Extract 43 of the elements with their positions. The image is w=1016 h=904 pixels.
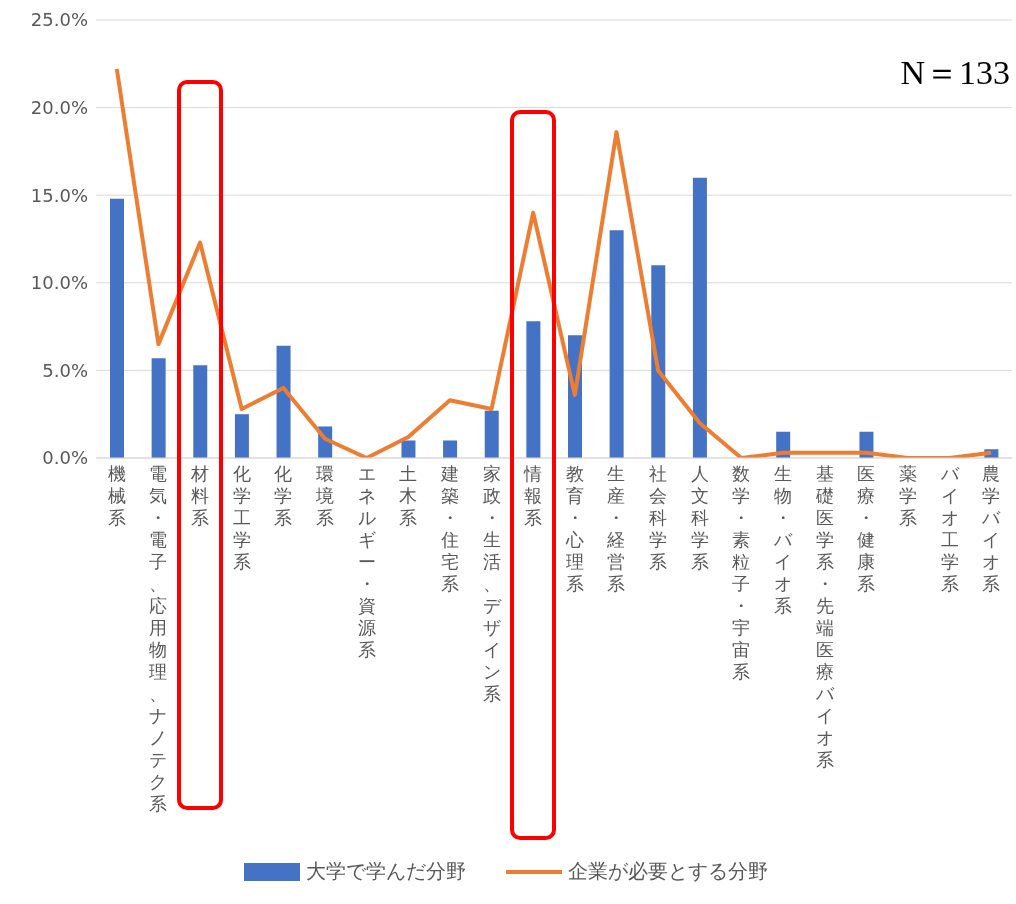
- legend-label: 大学で学んだ分野: [306, 858, 466, 885]
- y-tick-label: 0.0%: [42, 447, 88, 469]
- x-tick-label: バイオ工学系: [939, 463, 960, 594]
- x-tick-label: 情報系: [523, 463, 543, 528]
- x-tick-label: 機械系: [107, 463, 126, 528]
- y-tick-label: 25.0%: [30, 9, 88, 31]
- x-tick-label: 社会科学系: [649, 463, 668, 572]
- y-tick-label: 10.0%: [30, 272, 88, 294]
- x-tick-label: 人文科学系: [690, 463, 709, 572]
- x-tick-label: 生物・バイオ系: [773, 463, 793, 616]
- bar: [401, 440, 416, 458]
- category-label: 数学・素粒子・宇宙系: [732, 463, 751, 682]
- x-tick-label: 土木系: [399, 463, 418, 528]
- bar: [651, 265, 666, 458]
- bar: [193, 365, 208, 458]
- y-tick-label: 5.0%: [42, 359, 88, 381]
- bar: [276, 345, 291, 458]
- x-tick-label: 化学系: [274, 463, 293, 528]
- category-label: 電気・電子、応用物理、ナノテク系: [149, 463, 168, 814]
- y-tick-label: 20.0%: [30, 96, 88, 118]
- x-tick-label: 材料系: [190, 463, 210, 528]
- x-tick-label: 環境系: [315, 463, 334, 528]
- bar: [151, 358, 166, 458]
- x-tick-label: 教育・心理系: [564, 463, 584, 594]
- x-tick-label: 建築・住宅系: [439, 463, 459, 594]
- category-label: 基礎医学系・先端医療バイオ系: [815, 463, 834, 770]
- bar: [443, 440, 458, 458]
- annotation: N＝133: [900, 53, 1010, 93]
- legend-label: 企業が必要とする分野: [568, 858, 768, 885]
- bar: [609, 230, 624, 458]
- category-label: エネルギー・資源系: [357, 463, 376, 660]
- x-tick-label: 農学バイオ系: [981, 463, 1002, 594]
- x-tick-label: 化学工学系: [232, 463, 251, 572]
- x-tick-label: 生産・経営系: [606, 463, 626, 594]
- x-tick-label: 薬学系: [898, 463, 917, 528]
- bar: [484, 410, 499, 458]
- category-label: 家政・生活、デザイン系: [482, 463, 501, 704]
- bar: [526, 321, 541, 458]
- bar: [692, 177, 707, 458]
- x-tick-label: 医療・健康系: [857, 463, 876, 594]
- bar: [110, 198, 124, 458]
- bar: [234, 414, 249, 458]
- y-tick-label: 15.0%: [30, 184, 88, 206]
